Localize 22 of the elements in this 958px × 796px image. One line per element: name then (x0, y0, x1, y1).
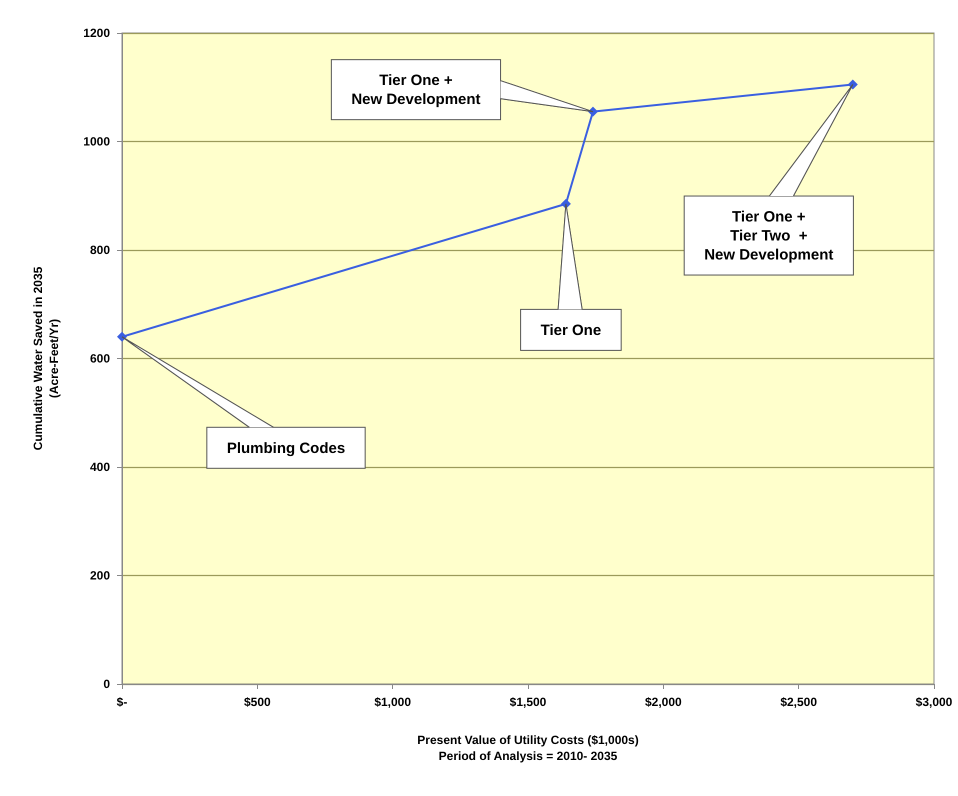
point (848, 80, 858, 90)
y-tick-label: 1000 (83, 134, 110, 148)
point (117, 332, 127, 342)
x-tick-label: $500 (244, 695, 272, 709)
x-tick-label: $- (116, 695, 128, 709)
annotation: Tier One + Tier Two + New Development (704, 208, 834, 264)
x-tick-label: $3,000 (916, 695, 953, 709)
annotation: Tier One (540, 321, 602, 338)
x-tick-label: $2,000 (644, 695, 682, 709)
y-tick-label: 800 (90, 243, 110, 257)
x-tick-label: $2,500 (780, 695, 818, 709)
x-tick-label: $1,500 (510, 695, 547, 709)
x-tick-label: $1,000 (374, 695, 412, 709)
y-tick-label: 600 (90, 352, 110, 366)
annotation: Plumbing Codes (226, 439, 346, 456)
x-axis-title: Present Value of Utility Costs ($1,000s) Period of Analysis = 2010- 2035 (417, 733, 639, 763)
y-tick-label: 200 (90, 568, 110, 582)
y-tick-label: 0 (103, 677, 110, 691)
y-axis-title: Cumulative Water Saved in 2035 (Acre-Feet/Yr) (31, 266, 61, 450)
y-tick-label: 1200 (83, 26, 110, 40)
y-tick-label: 400 (90, 460, 110, 474)
annotation: Tier One + New Development (351, 72, 481, 108)
